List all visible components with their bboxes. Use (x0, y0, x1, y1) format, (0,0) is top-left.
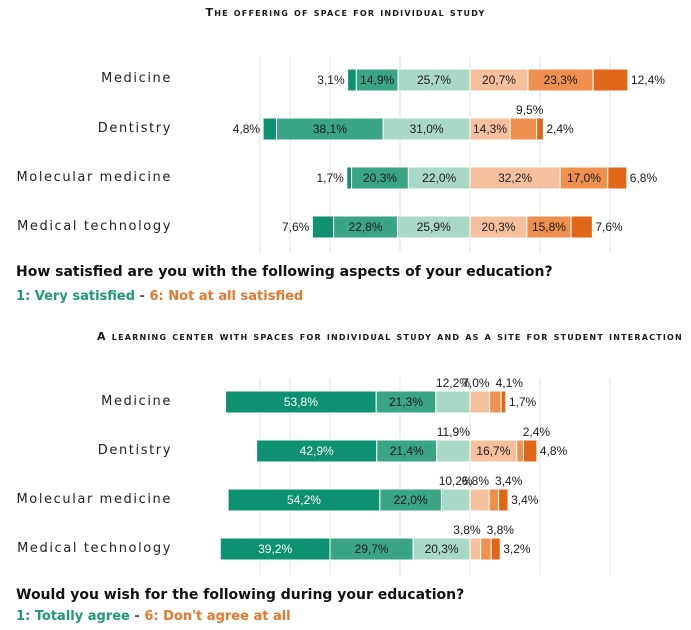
chart2-bar-medicine-level-3 (435, 390, 471, 414)
chart2-value-label-medicine-level-3: 12,2% (436, 376, 470, 390)
chart1-value-label-medicine-level-1: 3,1% (317, 73, 345, 87)
question2-scale-negative: 6: Don't agree at all (144, 609, 291, 624)
chart1-value-label-dentistry-level-3: 31,0% (410, 122, 444, 136)
chart2-value-label-medical-technology-level-5: 3,8% (487, 523, 515, 537)
chart2-value-label-medicine-level-2: 21,3% (389, 395, 423, 409)
chart1-value-label-dentistry-level-5: 9,5% (516, 103, 544, 117)
chart2-value-label-medicine-level-6: 1,7% (509, 395, 537, 409)
chart2-bar-molecular-medicine-level-6 (498, 488, 509, 512)
chart1-bar-dentistry-level-6 (536, 117, 544, 141)
chart1-value-label-dentistry-level-4: 14,3% (473, 122, 507, 136)
chart2-bar-dentistry-level-6 (522, 439, 538, 463)
question2-text: Would you wish for the following during … (16, 587, 465, 603)
chart1-bar-medical-technology-level-6 (570, 215, 593, 239)
chart1-value-label-dentistry-level-6: 2,4% (546, 122, 574, 136)
chart2-value-label-medical-technology-level-3: 20,3% (425, 542, 459, 556)
chart2-bar-molecular-medicine-level-5 (488, 488, 500, 512)
chart1-row-label-medical-technology: Medical technology (17, 219, 172, 234)
chart1-bar-dentistry-level-5 (509, 117, 538, 141)
question2-scale-separator: - (129, 609, 145, 624)
chart2-value-label-molecular-medicine-level-6: 3,4% (511, 493, 539, 507)
chart2-row-label-molecular-medicine: Molecular medicine (16, 492, 172, 507)
chart2-value-label-dentistry-level-4: 16,7% (476, 444, 510, 458)
chart1-value-label-molecular-medicine-level-4: 32,2% (498, 171, 532, 185)
chart2-value-label-molecular-medicine-level-2: 22,0% (394, 493, 428, 507)
chart1-value-label-medical-technology-level-3: 25,9% (417, 220, 451, 234)
chart1-value-label-molecular-medicine-level-2: 20,3% (363, 171, 397, 185)
question1-text: How satisfied are you with the following… (16, 264, 553, 280)
question2-scale-positive: 1: Totally agree (16, 609, 130, 624)
question1-scale-separator: - (135, 289, 150, 304)
chart1-value-label-medical-technology-level-5: 15,8% (532, 220, 566, 234)
chart1-value-label-dentistry-level-2: 38,1% (313, 122, 347, 136)
chart2-row-label-dentistry: Dentistry (97, 443, 172, 458)
question1-scale-positive: 1: Very satisfied (16, 289, 136, 304)
chart2-value-label-medical-technology-level-4: 3,8% (453, 523, 481, 537)
chart2-value-label-dentistry-level-2: 21,4% (390, 444, 424, 458)
chart1-value-label-medicine-level-2: 14,9% (360, 73, 394, 87)
chart1-value-label-medicine-level-3: 25,7% (417, 73, 451, 87)
chart1-value-label-medical-technology-level-1: 7,6% (282, 220, 310, 234)
chart1-row-label-medicine: Medicine (101, 71, 172, 86)
chart1-value-label-molecular-medicine-level-1: 1,7% (316, 171, 344, 185)
chart2-bar-molecular-medicine-level-4 (469, 488, 490, 512)
chart2-bar-medical-technology-level-6 (490, 537, 501, 561)
chart1-value-label-medical-technology-level-2: 22,8% (349, 220, 383, 234)
chart1-row-label-molecular-medicine: Molecular medicine (16, 170, 172, 185)
chart2-value-label-dentistry-level-5: 2,4% (523, 425, 551, 439)
chart1-value-label-medical-technology-level-4: 20,3% (481, 220, 515, 234)
chart1-value-label-dentistry-level-1: 4,8% (233, 122, 261, 136)
chart1-row-label-dentistry: Dentistry (97, 121, 172, 136)
chart2-value-label-medical-technology-level-1: 39,2% (258, 542, 292, 556)
chart1-bar-medicine-level-6 (592, 68, 629, 92)
question1-scale-negative: 6: Not at all satisfied (149, 289, 304, 304)
chart2-bar-molecular-medicine-level-3 (440, 488, 471, 512)
chart2-value-label-molecular-medicine-level-5: 3,4% (495, 474, 523, 488)
chart1-bar-dentistry-level-1 (262, 117, 278, 141)
chart2-value-label-dentistry-level-3: 11,9% (437, 425, 470, 439)
chart2-value-label-medicine-level-4: 7,0% (462, 376, 490, 390)
chart2-value-label-medicine-level-1: 53,8% (284, 395, 318, 409)
chart1-value-label-medicine-level-5: 23,3% (544, 73, 578, 87)
chart1-value-label-molecular-medicine-level-3: 22,0% (422, 171, 456, 185)
chart2-bar-medicine-level-4 (469, 390, 491, 414)
chart2-value-label-molecular-medicine-level-4: 6,8% (462, 474, 490, 488)
chart2-value-label-molecular-medicine-level-1: 54,2% (287, 493, 321, 507)
chart2-value-label-dentistry-level-1: 42,9% (300, 444, 334, 458)
chart1-bar-medical-technology-level-1 (311, 215, 335, 239)
chart2-row-label-medicine: Medicine (101, 394, 172, 409)
chart2-value-label-medical-technology-level-2: 29,7% (355, 542, 389, 556)
chart1-title: The offering of space for individual stu… (205, 6, 486, 19)
chart1-value-label-molecular-medicine-level-5: 17,0% (567, 171, 601, 185)
chart2-bar-medical-technology-level-4 (469, 537, 482, 561)
chart1-value-label-medicine-level-6: 12,4% (631, 73, 665, 87)
chart2-title: A learning center with spaces for indivi… (97, 330, 683, 343)
chart1-value-label-medical-technology-level-6: 7,6% (595, 220, 623, 234)
chart2-value-label-medical-technology-level-6: 3,2% (503, 542, 531, 556)
chart1-bar-molecular-medicine-level-1 (346, 166, 353, 190)
chart1-value-label-medicine-level-4: 20,7% (482, 73, 516, 87)
chart2-row-label-medical-technology: Medical technology (17, 541, 172, 556)
chart1-bar-medicine-level-1 (347, 68, 357, 92)
chart2-value-label-dentistry-level-6: 4,8% (540, 444, 568, 458)
chart1-bar-molecular-medicine-level-6 (607, 166, 628, 190)
chart2-value-label-medicine-level-5: 4,1% (496, 376, 524, 390)
question1-scale: 1: Very satisfied - 6: Not at all satisf… (16, 289, 303, 304)
chart2-bar-medical-technology-level-5 (480, 537, 492, 561)
chart2-bar-medicine-level-5 (489, 390, 502, 414)
chart2-value-label-molecular-medicine-level-3: 10,2% (439, 474, 473, 488)
chart2-bar-medicine-level-6 (500, 390, 507, 414)
chart1-value-label-molecular-medicine-level-6: 6,8% (630, 171, 658, 185)
chart2-bar-dentistry-level-3 (436, 439, 471, 463)
question2-scale: 1: Totally agree - 6: Don't agree at all (16, 609, 291, 624)
chart2-bar-dentistry-level-5 (516, 439, 524, 463)
